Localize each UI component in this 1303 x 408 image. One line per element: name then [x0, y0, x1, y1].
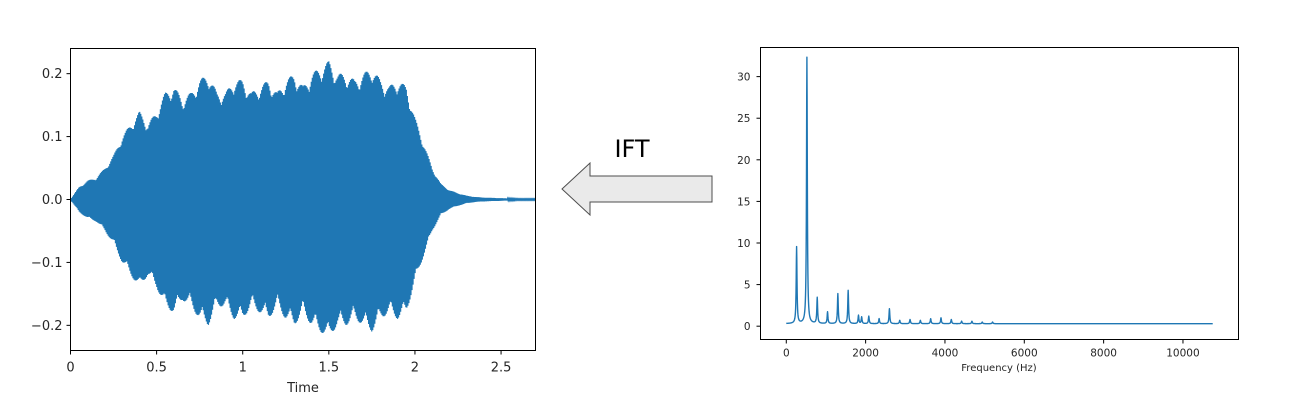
waveform-x-tick-label: 1.5 [318, 361, 339, 376]
waveform-y-tick-label: 0.0 [42, 193, 63, 208]
waveform-x-ticks: 0 0.5 1 1.5 2 2.5 [66, 350, 512, 376]
waveform-x-tick-label: 0.5 [146, 361, 167, 376]
spectrum-x-tick-label: 4000 [932, 348, 959, 360]
spectrum-x-tick-label: 10000 [1166, 348, 1199, 360]
waveform-x-tick-label: 0 [66, 361, 74, 376]
left-arrow-icon [561, 161, 713, 217]
spectrum-y-tick-label: 20 [737, 155, 750, 167]
spectrum-x-tick-label: 6000 [1011, 348, 1038, 360]
spectrum-x-ticks: 0 2000 4000 6000 8000 10000 [783, 339, 1200, 360]
waveform-y-tick-label: −0.2 [31, 319, 63, 334]
waveform-x-tick-label: 2.5 [491, 361, 512, 376]
spectrum-y-tick-label: 30 [737, 72, 750, 84]
spectrum-series [785, 56, 1214, 325]
ift-label: IFT [614, 135, 649, 163]
spectrum-chart: 0 2000 4000 6000 8000 10000 30 25 20 15 10 5 0 Freq… [737, 47, 1239, 374]
waveform-y-tick-label: 0.1 [42, 130, 63, 145]
spectrum-y-tick-label: 0 [744, 321, 751, 333]
waveform-y-tick-label: 0.2 [42, 67, 63, 82]
spectrum-x-tick-label: 8000 [1090, 348, 1117, 360]
spectrum-line [785, 56, 1214, 325]
waveform-x-tick-label: 2 [411, 361, 419, 376]
spectrum-y-tick-label: 10 [737, 238, 750, 250]
waveform-y-tick-label: −0.1 [31, 256, 63, 271]
waveform-chart: 0 0.5 1 1.5 2 2.5 0.2 0.1 0.0 −0.1 −0.2 Time [31, 48, 537, 396]
spectrum-x-tick-label: 0 [783, 348, 790, 360]
spectrum-plot-frame [760, 47, 1239, 340]
spectrum-x-axis-label: Frequency (Hz) [961, 363, 1037, 374]
waveform-line [70, 61, 537, 333]
waveform-y-ticks: 0.2 0.1 0.0 −0.1 −0.2 [31, 67, 71, 334]
waveform-x-axis-label: Time [286, 381, 319, 396]
spectrum-y-tick-label: 25 [737, 113, 750, 125]
spectrum-y-ticks: 30 25 20 15 10 5 0 [737, 72, 761, 333]
spectrum-x-tick-label: 2000 [852, 348, 879, 360]
spectrum-y-tick-label: 5 [744, 280, 751, 292]
spectrum-y-tick-label: 15 [737, 196, 750, 208]
ift-arrow-group: IFT [561, 135, 713, 217]
waveform-x-tick-label: 1 [239, 361, 247, 376]
waveform-series [70, 61, 537, 333]
